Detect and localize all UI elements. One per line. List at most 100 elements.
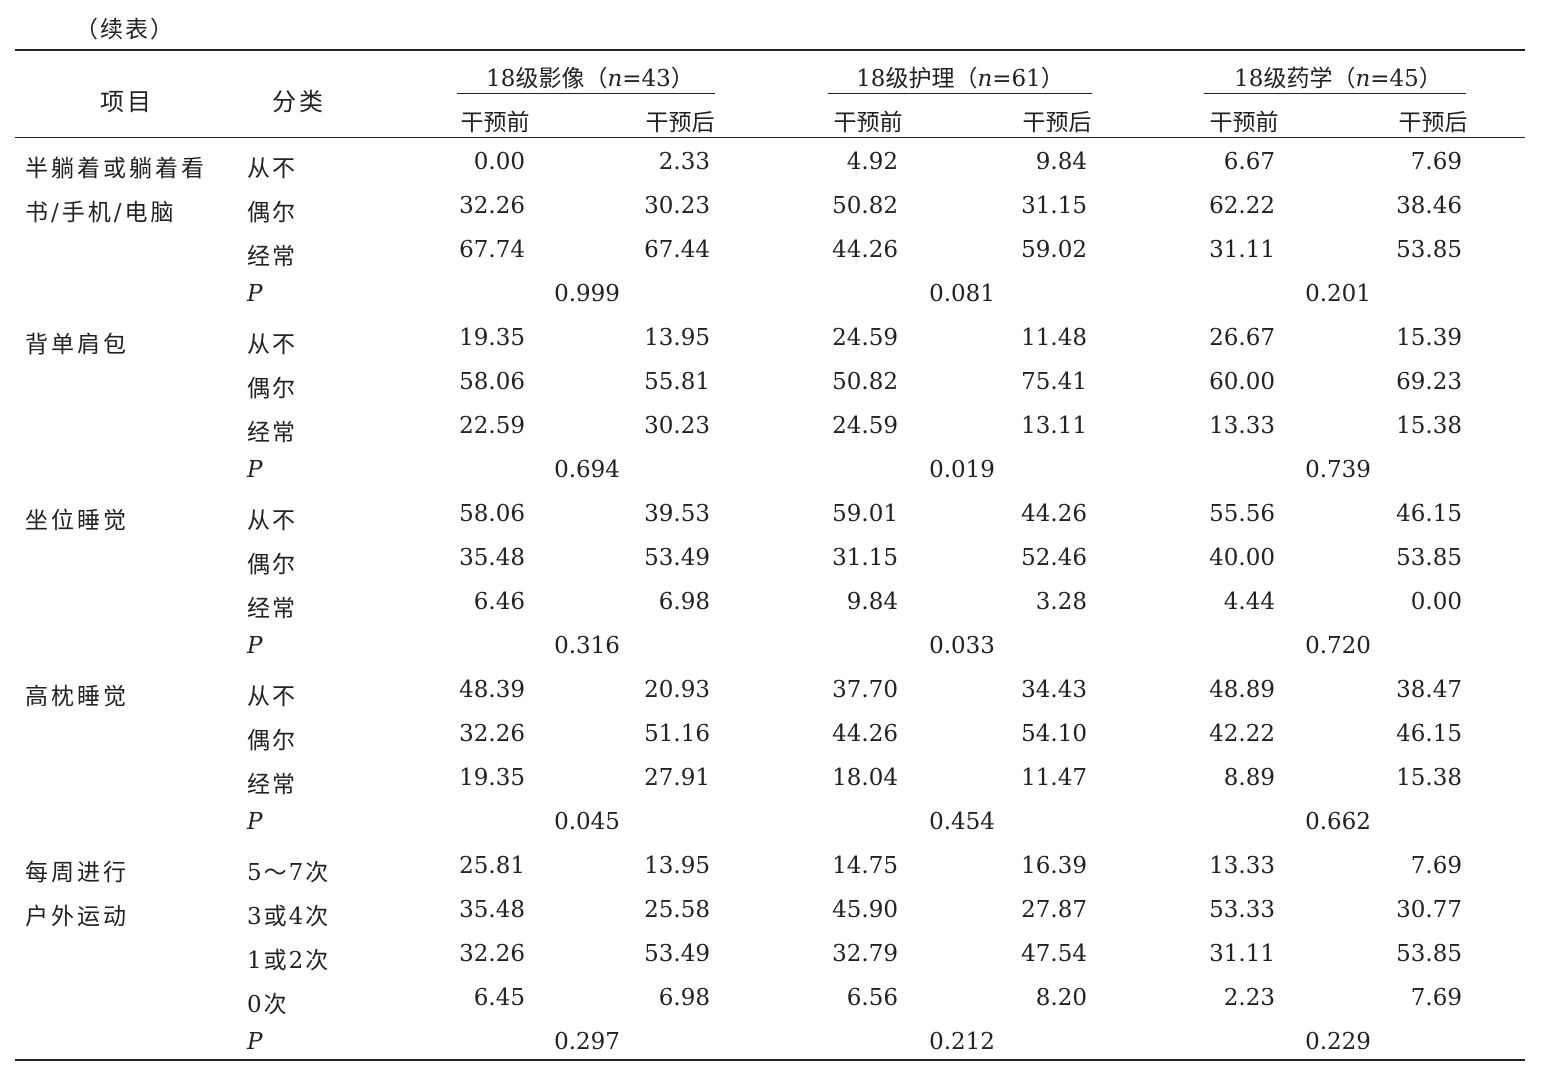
value-cell: 42.22 <box>1209 721 1275 747</box>
p-value-cell: 0.019 <box>929 457 995 483</box>
value-cell: 69.23 <box>1396 369 1462 395</box>
group-title-suffix: =43） <box>622 66 694 92</box>
subheader-after: 干预后 <box>1022 110 1092 136</box>
p-value-cell: 0.212 <box>929 1029 995 1055</box>
value-cell: 53.85 <box>1396 941 1462 967</box>
row-category: 偶尔 <box>247 200 297 226</box>
value-cell: 50.82 <box>832 193 898 219</box>
value-cell: 32.26 <box>459 721 525 747</box>
value-cell: 55.56 <box>1209 501 1275 527</box>
value-cell: 30.23 <box>644 413 710 439</box>
p-value-cell: 0.201 <box>1305 281 1371 307</box>
table-row: 坐位睡觉 从不 58.06 39.53 59.01 44.26 55.56 46.15 <box>0 492 1546 536</box>
header-item: 项目 <box>100 88 154 116</box>
group-rule-pharmacy <box>1204 93 1466 94</box>
value-cell: 48.89 <box>1209 677 1275 703</box>
table-row: 经常 19.35 27.91 18.04 11.47 8.89 15.38 <box>0 756 1546 800</box>
subheader-before: 干预前 <box>1209 110 1279 136</box>
table-row: P 0.297 0.212 0.229 <box>0 1020 1546 1064</box>
value-cell: 24.59 <box>832 325 898 351</box>
group-rule-nursing <box>828 93 1092 94</box>
p-value-cell: 0.297 <box>554 1029 620 1055</box>
value-cell: 31.15 <box>832 545 898 571</box>
row-item: 每周进行 <box>25 860 129 886</box>
value-cell: 67.44 <box>644 237 710 263</box>
p-value-cell: 0.045 <box>554 809 620 835</box>
row-category: 从不 <box>247 156 297 182</box>
group-title-n: n <box>1355 66 1371 92</box>
table-row: 高枕睡觉 从不 48.39 20.93 37.70 34.43 48.89 38.47 <box>0 668 1546 712</box>
value-cell: 4.44 <box>1223 589 1275 615</box>
value-cell: 15.39 <box>1396 325 1462 351</box>
p-value-cell: 0.033 <box>929 633 995 659</box>
value-cell: 27.91 <box>644 765 710 791</box>
p-value-cell: 0.662 <box>1305 809 1371 835</box>
table-header-rule <box>15 137 1525 138</box>
table-row: 每周进行 5～7次 25.81 13.95 14.75 16.39 13.33 7.69 <box>0 844 1546 888</box>
value-cell: 31.11 <box>1209 237 1275 263</box>
table-row: P 0.045 0.454 0.662 <box>0 800 1546 844</box>
table-row: 经常 6.46 6.98 9.84 3.28 4.44 0.00 <box>0 580 1546 624</box>
p-value-cell: 0.999 <box>554 281 620 307</box>
p-value-label: P <box>247 809 265 835</box>
row-item: 书/手机/电脑 <box>25 200 177 226</box>
group-title-prefix: 18级影像（ <box>486 66 608 92</box>
value-cell: 38.47 <box>1396 677 1462 703</box>
row-item: 半躺着或躺着看 <box>25 156 207 182</box>
p-value-label: P <box>247 281 265 307</box>
p-value-cell: 0.694 <box>554 457 620 483</box>
row-category: 经常 <box>247 420 297 446</box>
p-value-label: P <box>247 633 265 659</box>
value-cell: 9.84 <box>846 589 898 615</box>
value-cell: 8.20 <box>1035 985 1087 1011</box>
value-cell: 6.98 <box>658 985 710 1011</box>
group-title-pharmacy: 18级药学（n=45） <box>1188 59 1488 93</box>
value-cell: 75.41 <box>1021 369 1087 395</box>
value-cell: 0.00 <box>473 149 525 175</box>
value-cell: 27.87 <box>1021 897 1087 923</box>
value-cell: 46.15 <box>1396 501 1462 527</box>
value-cell: 13.95 <box>644 325 710 351</box>
row-category: 从不 <box>247 684 297 710</box>
value-cell: 30.23 <box>644 193 710 219</box>
p-value-cell: 0.316 <box>554 633 620 659</box>
row-category: 经常 <box>247 596 297 622</box>
row-category: 经常 <box>247 772 297 798</box>
row-item: 背单肩包 <box>25 332 129 358</box>
subheader-before: 干预前 <box>460 110 530 136</box>
value-cell: 59.01 <box>832 501 898 527</box>
value-cell: 44.26 <box>832 237 898 263</box>
value-cell: 6.67 <box>1223 149 1275 175</box>
value-cell: 24.59 <box>832 413 898 439</box>
value-cell: 38.46 <box>1396 193 1462 219</box>
group-title-prefix: 18级药学（ <box>1234 66 1356 92</box>
p-value-cell: 0.454 <box>929 809 995 835</box>
table-row: 1或2次 32.26 53.49 32.79 47.54 31.11 53.85 <box>0 932 1546 976</box>
value-cell: 13.95 <box>644 853 710 879</box>
value-cell: 7.69 <box>1410 853 1462 879</box>
value-cell: 32.26 <box>459 941 525 967</box>
group-title-nursing: 18级护理（n=61） <box>810 59 1110 93</box>
value-cell: 67.74 <box>459 237 525 263</box>
table-top-rule <box>15 49 1525 51</box>
value-cell: 59.02 <box>1021 237 1087 263</box>
p-value-cell: 0.720 <box>1305 633 1371 659</box>
group-title-prefix: 18级护理（ <box>856 66 978 92</box>
table-row: P 0.694 0.019 0.739 <box>0 448 1546 492</box>
subheader-after: 干预后 <box>1398 110 1468 136</box>
value-cell: 15.38 <box>1396 765 1462 791</box>
table-row: 偶尔 32.26 51.16 44.26 54.10 42.22 46.15 <box>0 712 1546 756</box>
value-cell: 30.77 <box>1396 897 1462 923</box>
group-rule-imaging <box>457 93 715 94</box>
value-cell: 7.69 <box>1410 149 1462 175</box>
value-cell: 62.22 <box>1209 193 1275 219</box>
table-row: P 0.316 0.033 0.720 <box>0 624 1546 668</box>
table-row: 偶尔 58.06 55.81 50.82 75.41 60.00 69.23 <box>0 360 1546 404</box>
value-cell: 25.58 <box>644 897 710 923</box>
value-cell: 44.26 <box>1021 501 1087 527</box>
value-cell: 9.84 <box>1035 149 1087 175</box>
value-cell: 6.56 <box>846 985 898 1011</box>
table-row: 偶尔 35.48 53.49 31.15 52.46 40.00 53.85 <box>0 536 1546 580</box>
table-row: 书/手机/电脑 偶尔 32.26 30.23 50.82 31.15 62.22 38.46 <box>0 184 1546 228</box>
value-cell: 8.89 <box>1223 765 1275 791</box>
